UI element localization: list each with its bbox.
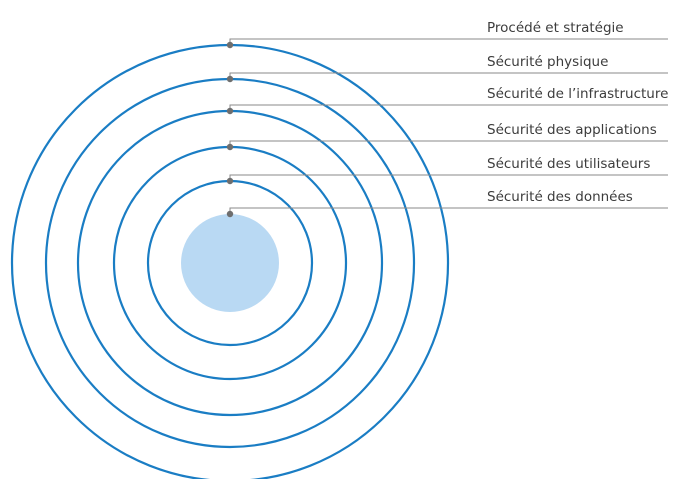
layer-marker-2 — [226, 75, 234, 83]
leader-line-3 — [229, 104, 668, 111]
layer-marker-4 — [226, 143, 234, 151]
leader-line-5 — [229, 174, 668, 181]
layer-marker-6 — [226, 210, 234, 218]
layer-marker-1 — [226, 41, 234, 49]
layer-marker-5 — [226, 177, 234, 185]
layer-label-2: Sécurité physique — [487, 54, 608, 70]
layer-markers — [226, 41, 234, 218]
layer-label-1: Procédé et stratégie — [487, 20, 624, 36]
layer-label-4: Sécurité des applications — [487, 122, 657, 138]
layer-marker-3 — [226, 107, 234, 115]
leader-line-4 — [229, 140, 668, 147]
layer-label-6: Sécurité des données — [487, 189, 633, 205]
layer-label-3: Sécurité de l’infrastructure — [487, 86, 668, 102]
layer-labels: Procédé et stratégie Sécurité physique Séc… — [487, 20, 668, 205]
layer-label-5: Sécurité des utilisateurs — [487, 156, 650, 172]
leader-line-1 — [229, 38, 668, 45]
data-core-circle — [181, 214, 279, 312]
leader-line-2 — [229, 72, 668, 79]
